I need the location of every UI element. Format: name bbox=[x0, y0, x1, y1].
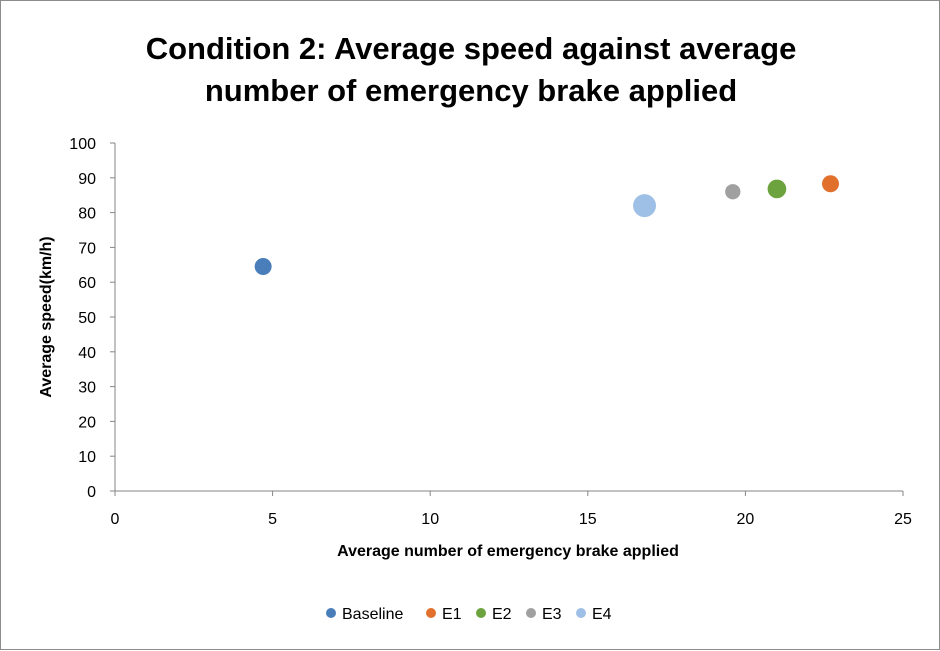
y-axis-label: Average speed(km/h) bbox=[38, 236, 55, 397]
point-e4 bbox=[633, 194, 657, 218]
legend-label-e4: E4 bbox=[592, 606, 612, 623]
x-tick-label: 5 bbox=[268, 511, 277, 528]
point-e1 bbox=[822, 175, 840, 193]
point-e3 bbox=[725, 184, 741, 200]
legend-label-baseline: Baseline bbox=[342, 606, 403, 623]
legend-marker-e4 bbox=[576, 608, 586, 618]
y-tick-label: 80 bbox=[78, 206, 96, 223]
x-tick-labels: 0 5 10 15 20 25 bbox=[111, 491, 912, 528]
y-tick-label: 60 bbox=[78, 275, 96, 292]
chart-title-line-2: number of emergency brake applied bbox=[205, 73, 737, 108]
x-tick-label: 0 bbox=[111, 511, 120, 528]
legend-marker-e2 bbox=[476, 608, 486, 618]
y-tick-label: 10 bbox=[78, 449, 96, 466]
y-tick-label: 50 bbox=[78, 310, 96, 327]
point-baseline bbox=[254, 258, 272, 276]
legend: Baseline E1 E2 E3 E4 bbox=[326, 606, 612, 623]
y-tick-label: 90 bbox=[78, 171, 96, 188]
x-tick-label: 10 bbox=[421, 511, 439, 528]
y-tick-label: 20 bbox=[78, 414, 96, 431]
x-tick-label: 25 bbox=[894, 511, 912, 528]
legend-label-e1: E1 bbox=[442, 606, 462, 623]
x-tick-label: 20 bbox=[737, 511, 755, 528]
y-tick-label: 40 bbox=[78, 345, 96, 362]
x-tick-label: 15 bbox=[579, 511, 597, 528]
chart-title-line-1: Condition 2: Average speed against avera… bbox=[146, 31, 797, 66]
y-tick-label: 70 bbox=[78, 240, 96, 257]
y-tick-label: 100 bbox=[69, 136, 96, 153]
legend-label-e3: E3 bbox=[542, 606, 562, 623]
legend-label-e2: E2 bbox=[492, 606, 512, 623]
y-tick-label: 0 bbox=[87, 484, 96, 501]
x-axis-label: Average number of emergency brake applie… bbox=[337, 543, 679, 560]
legend-marker-e1 bbox=[426, 608, 436, 618]
legend-marker-e3 bbox=[526, 608, 536, 618]
data-points bbox=[254, 175, 840, 276]
legend-marker-baseline bbox=[326, 608, 336, 618]
point-e2 bbox=[767, 179, 787, 199]
y-tick-labels: 0 10 20 30 40 50 60 70 80 90 100 bbox=[69, 136, 115, 501]
y-tick-label: 30 bbox=[78, 380, 96, 397]
